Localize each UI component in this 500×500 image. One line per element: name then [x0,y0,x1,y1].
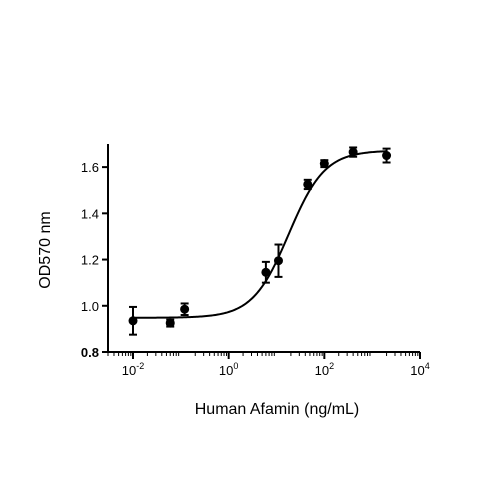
data-point [382,151,392,161]
data-point-group [261,260,271,284]
x-tick-label: 104 [410,361,429,378]
y-tick-label: 1.2 [81,253,99,268]
y-axis-title: OD570 nm [37,211,54,288]
x-tick-label: 102 [315,361,334,378]
data-points-layer [128,146,392,336]
y-tick-label: 1.6 [81,160,99,175]
data-point [319,159,329,169]
data-point-group [165,318,175,328]
data-point [348,147,358,157]
data-point [128,316,138,326]
fit-curve [133,150,387,319]
data-point-group [180,302,190,317]
x-tick-label: 100 [219,361,238,378]
fit-curve-layer [133,150,387,319]
data-point-group [303,178,313,191]
data-point [165,318,175,328]
data-point-group [348,146,358,158]
data-point-group [128,305,138,336]
data-point-group [382,147,392,164]
axes: 0.8 1.0 1.2 1.4 1.6 10-2 100 102 104 [81,144,430,378]
data-point [303,179,313,189]
y-tick-label: 1.0 [81,299,99,314]
y-tick-label: 1.4 [81,206,99,221]
data-point [180,304,190,314]
data-point [261,267,271,277]
x-tick-label: 10-2 [122,361,144,378]
data-point-group [319,159,329,169]
data-point [273,256,283,266]
data-point-group [273,243,283,278]
x-axis-title: Human Afamin (ng/mL) [195,401,360,418]
y-tick-label: 0.8 [81,345,99,360]
